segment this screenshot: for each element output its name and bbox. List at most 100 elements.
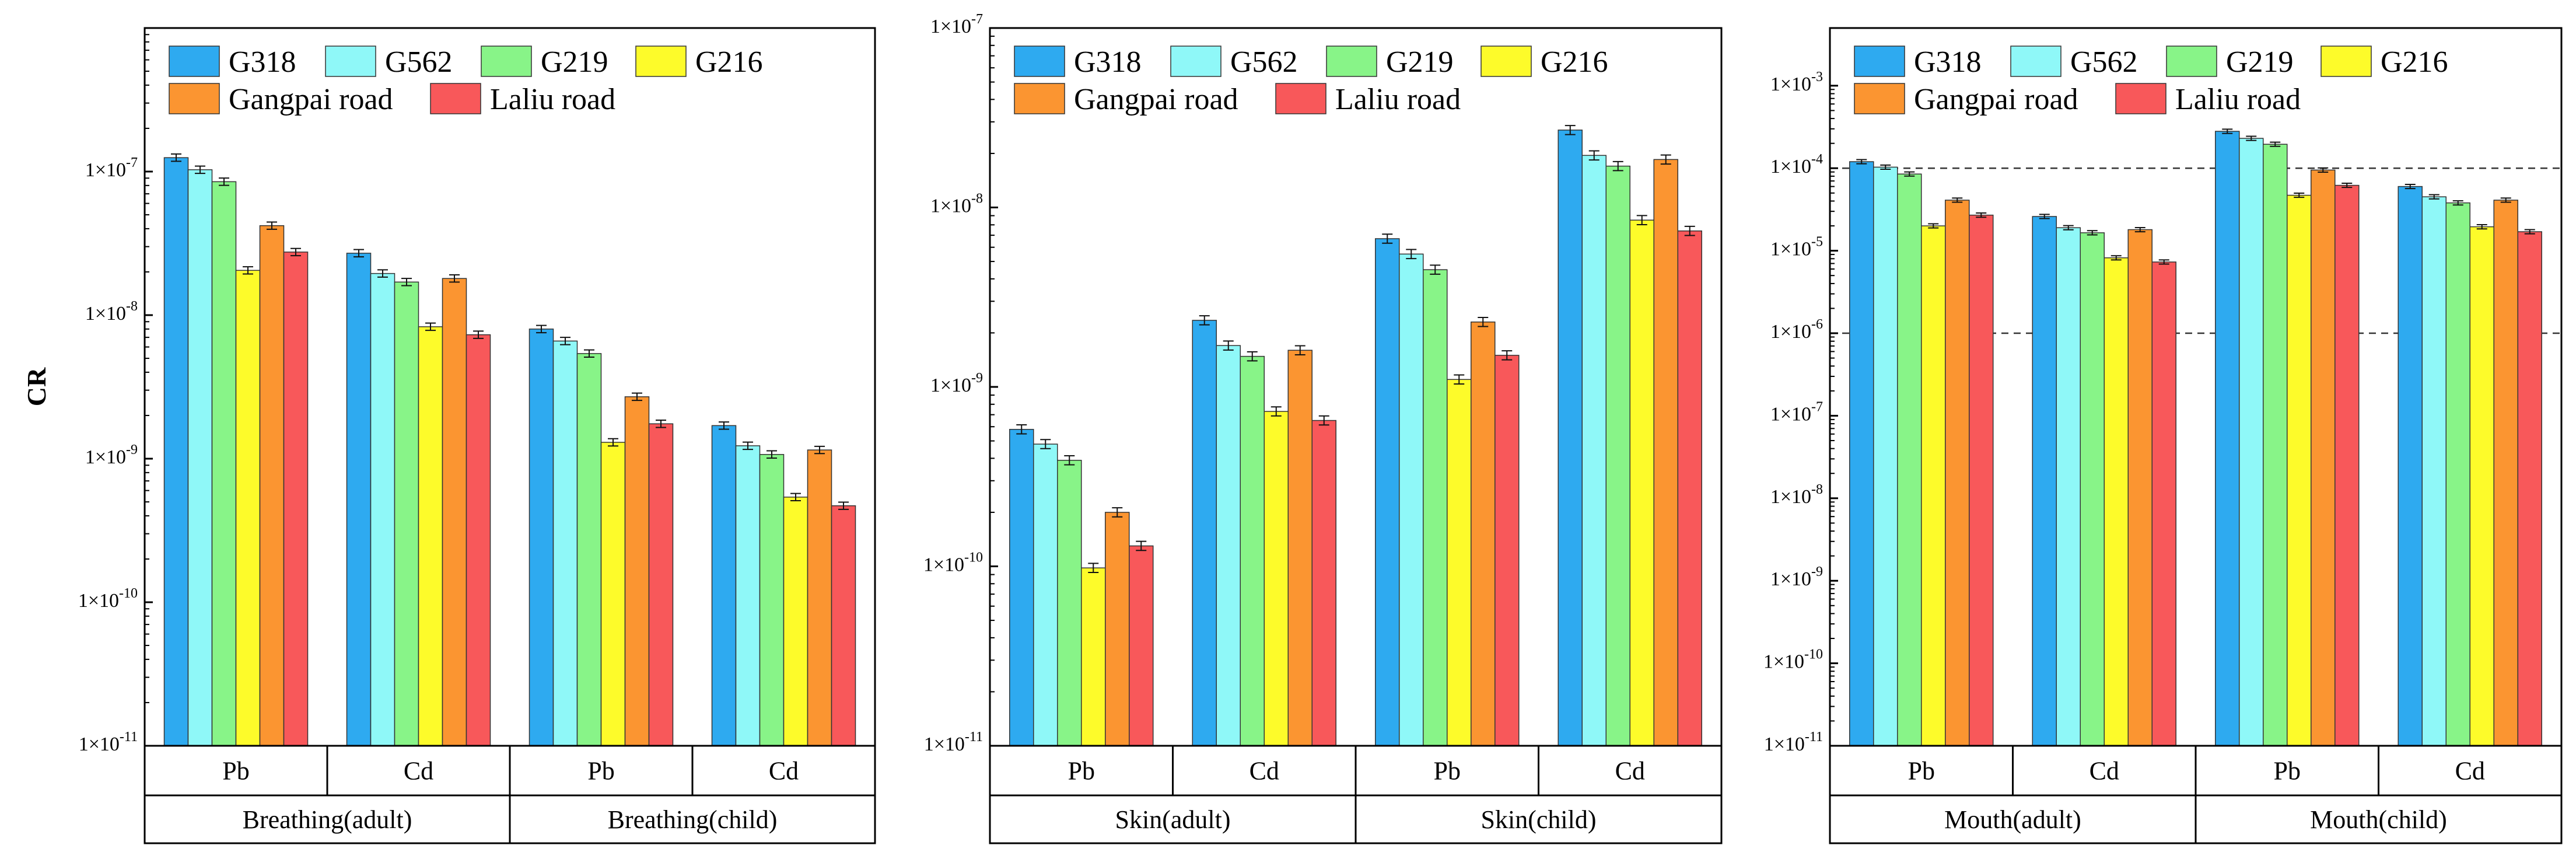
y-axis-label: CR (22, 367, 51, 406)
bar-g562 (1581, 155, 1606, 746)
legend-swatch (169, 83, 220, 114)
bar-g219 (394, 281, 419, 746)
bar-gangpai-road (1105, 512, 1130, 746)
bar-g216 (1921, 225, 1946, 746)
bar-g318 (1192, 320, 1217, 746)
bar-laliu-road (2517, 231, 2542, 746)
legend-swatch (325, 46, 376, 77)
y-tick-label: 1×10-4 (1770, 152, 1823, 177)
legend-swatch (1480, 46, 1532, 77)
bar-g318 (163, 157, 189, 746)
bar-g219 (1423, 269, 1448, 746)
bar-g318 (1009, 428, 1034, 746)
category-label: Cd (2455, 757, 2485, 785)
legend-swatch (2166, 46, 2217, 77)
bar-g216 (2287, 194, 2312, 746)
legend-label: Laliu road (2175, 83, 2301, 116)
bar-g216 (2104, 257, 2129, 746)
legend-swatch (2320, 46, 2372, 77)
legend-swatch (169, 46, 220, 77)
legend-swatch (481, 46, 532, 77)
bar-g562 (2421, 196, 2446, 746)
legend-swatch (635, 46, 687, 77)
bar-laliu-road (1494, 355, 1520, 746)
bar-g562 (1399, 253, 1424, 746)
bar-g219 (1605, 165, 1630, 746)
bar-laliu-road (1311, 420, 1336, 746)
y-tick-label: 1×10-8 (930, 191, 983, 216)
bar-g216 (600, 442, 626, 746)
group-label: Mouth(adult) (1944, 805, 2081, 834)
y-tick-label: 1×10-8 (1770, 481, 1823, 507)
bar-g216 (235, 270, 261, 746)
legend-label: Gangpai road (229, 83, 393, 116)
bar-gangpai-road (1471, 322, 1496, 746)
bar-laliu-road (831, 505, 856, 746)
bar-g318 (346, 253, 372, 746)
legend-label: Laliu road (490, 83, 615, 116)
legend-label: Gangpai road (1914, 83, 2078, 116)
group-label: Skin(child) (1481, 805, 1597, 834)
legend-label: G216 (695, 46, 763, 79)
bar-laliu-road (1677, 230, 1702, 746)
legend-label: G219 (1386, 46, 1454, 79)
y-tick-label: 1×10-10 (78, 586, 138, 612)
bar-laliu-road (2334, 184, 2360, 746)
y-tick-label: 1×10-9 (85, 442, 138, 468)
bar-g216 (1081, 567, 1106, 746)
bar-g562 (1216, 345, 1241, 746)
bar-g216 (1629, 219, 1654, 746)
bar-gangpai-road (2493, 200, 2518, 746)
bar-laliu-road (1969, 214, 1994, 746)
bar-laliu-road (2151, 261, 2176, 746)
legend-swatch (1854, 83, 1905, 114)
legend-swatch (1170, 46, 1222, 77)
legend-label: G318 (1074, 46, 1142, 79)
bar-g318 (2215, 131, 2240, 746)
bar-g562 (552, 340, 578, 746)
bar-g318 (2398, 186, 2423, 746)
category-label: Pb (1068, 757, 1095, 785)
y-tick-label: 1×10-6 (1770, 317, 1823, 343)
bar-g219 (2080, 232, 2105, 746)
legend-label: G216 (2381, 46, 2448, 79)
chart-panel-1: 1×10-11 1×10-10 1×10-9 1×10-8 1×10-7 CR Pb Cd Pb… (22, 27, 876, 844)
bar-g219 (211, 181, 237, 746)
y-tick-label: 1×10-7 (85, 155, 138, 181)
y-tick-label: 1×10-9 (930, 371, 983, 396)
y-tick-label: 1×10-3 (1770, 69, 1823, 95)
bar-g318 (1375, 238, 1400, 746)
category-label: Cd (2090, 757, 2119, 785)
legend-label: G219 (541, 46, 608, 79)
bar-g562 (1033, 444, 1058, 746)
bar-g219 (2263, 144, 2288, 746)
legend-swatch (2115, 83, 2166, 114)
group-label: Breathing(adult) (243, 805, 412, 834)
bar-g318 (1558, 130, 1583, 746)
bar-g216 (2469, 226, 2494, 746)
legend-swatch (1854, 46, 1905, 77)
bar-g216 (783, 497, 808, 746)
y-tick-label: 1×10-8 (85, 299, 138, 324)
category-label: Pb (587, 757, 614, 785)
legend-swatch (1326, 46, 1377, 77)
bar-gangpai-road (259, 225, 285, 746)
bar-g562 (187, 169, 213, 746)
legend-swatch (1014, 46, 1065, 77)
category-label: Pb (1434, 757, 1461, 785)
bar-g318 (711, 425, 737, 746)
bar-laliu-road (648, 423, 674, 746)
legend-swatch (2010, 46, 2062, 77)
bar-gangpai-road (2311, 169, 2336, 746)
bar-gangpai-road (624, 396, 650, 746)
legend-label: G562 (385, 46, 453, 79)
bar-g216 (1264, 411, 1289, 746)
bar-g219 (1897, 173, 1922, 746)
legend-label: G318 (229, 46, 296, 79)
legend-swatch (430, 83, 481, 114)
bar-laliu-road (466, 334, 491, 746)
group-label: Skin(adult) (1115, 805, 1231, 834)
category-label: Cd (1250, 757, 1279, 785)
bar-gangpai-road (1945, 200, 1970, 746)
